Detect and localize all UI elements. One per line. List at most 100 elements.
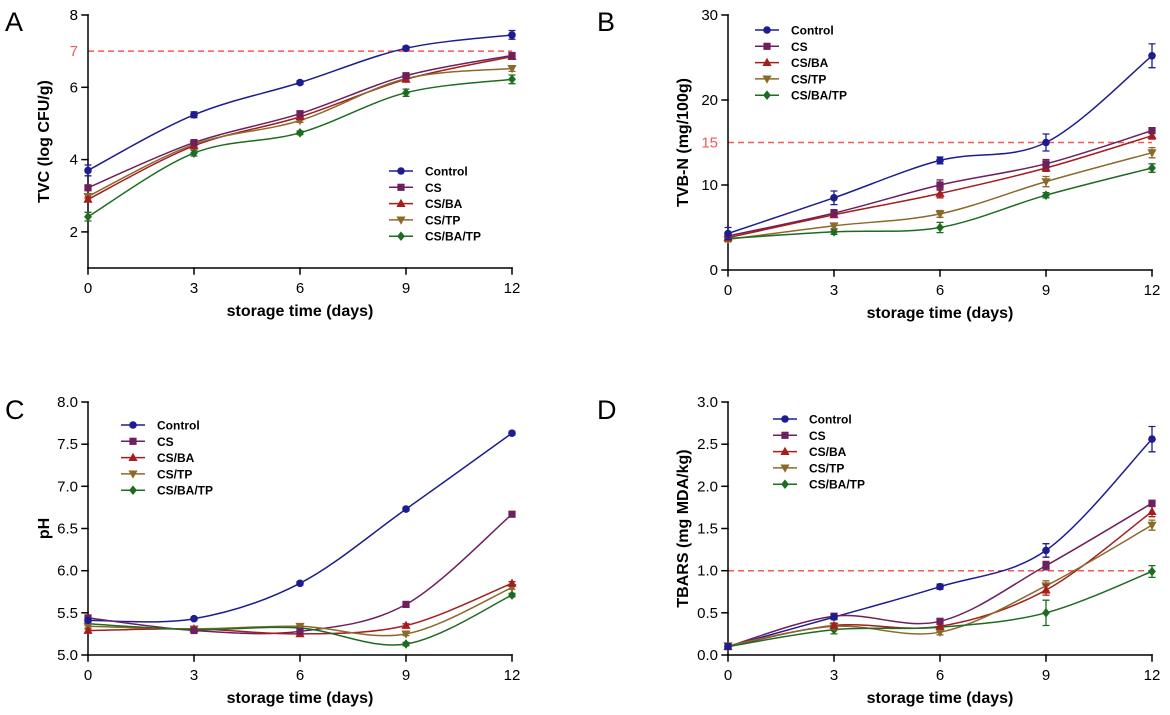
legend-label-d-control: Control	[809, 413, 852, 427]
legend-marker-c-control	[129, 421, 137, 429]
x-tick-label-b-1: 3	[830, 282, 838, 299]
data-point-c-cs-ba-3	[401, 620, 411, 629]
x-tick-label-c-1: 3	[190, 667, 198, 684]
data-point-a-cs-ba-tp-4	[508, 74, 516, 85]
x-tick-label-b-4: 12	[1144, 282, 1161, 299]
series-lines-a	[87, 34, 513, 218]
legend-item-c-cs: CS	[121, 435, 174, 449]
y-tick-label-a-1: 4	[70, 152, 78, 169]
data-point-d-control-1	[830, 613, 838, 621]
data-point-d-cs-tp-4	[1147, 521, 1157, 530]
series-lines-d	[727, 438, 1153, 648]
x-tick-label-b-0: 0	[724, 282, 732, 299]
data-point-c-control-1	[190, 614, 198, 623]
data-point-b-cs-1	[830, 209, 838, 217]
legend-label-a-cs-ba-tp: CS/BA/TP	[425, 230, 481, 244]
x-axis-title-a: storage time (days)	[227, 303, 374, 320]
legend-marker-d-cs-tp	[780, 464, 790, 473]
series-line-c-control	[87, 432, 513, 623]
data-point-d-cs-4	[1148, 499, 1156, 507]
legend-d: Control CS CS/BA CS/TP CS/BA/TP	[773, 413, 865, 492]
x-axis-title-c: storage time (days)	[227, 690, 374, 707]
x-tick-label-c-3: 9	[402, 667, 410, 684]
legend-b: Control CS CS/BA CS/TP CS/BA/TP	[755, 24, 847, 103]
threshold-label-b: 15	[701, 135, 718, 152]
legend-marker-c-cs-ba-tp	[129, 485, 137, 495]
legend-marker-b-cs-ba	[762, 57, 772, 66]
panel-letter-b: B	[597, 7, 615, 37]
data-point-b-cs-ba-tp-2	[936, 222, 944, 233]
y-tick-label-d-2: 1.0	[697, 563, 718, 580]
x-tick-label-d-0: 0	[724, 667, 732, 684]
data-point-c-cs-ba-4	[507, 578, 517, 587]
legend-item-b-control: Control	[755, 24, 834, 38]
data-point-b-control-1	[830, 194, 838, 202]
legend-marker-b-control	[763, 26, 771, 34]
data-point-c-cs-2	[296, 627, 304, 635]
data-point-c-control-2	[296, 579, 304, 588]
series-points-a-cs-ba-tp	[84, 74, 516, 222]
x-tick-label-a-3: 9	[402, 280, 410, 297]
data-point-a-cs-ba-tp-3	[402, 87, 410, 98]
legend-marker-b-cs-tp	[762, 75, 772, 84]
legend-marker-c-cs-ba	[128, 452, 138, 461]
series-points-a-cs	[84, 51, 516, 192]
data-point-d-cs-2	[936, 617, 944, 625]
data-point-a-cs-tp-4	[507, 65, 517, 74]
legend-marker-b-cs-ba-tp	[763, 90, 771, 100]
legend-label-c-cs-tp: CS/TP	[157, 467, 192, 481]
series-points-b-cs	[724, 127, 1156, 240]
legend-item-a-cs-tp: CS/TP	[389, 213, 460, 227]
panel-letter-d: D	[597, 395, 617, 425]
data-point-d-control-3	[1042, 546, 1050, 555]
legend-label-d-cs-ba: CS/BA	[809, 445, 847, 459]
data-point-d-control-2	[936, 582, 944, 591]
series-points-c-cs-ba-tp	[84, 590, 516, 649]
legend-item-d-cs-ba: CS/BA	[773, 445, 847, 459]
legend-label-c-control: Control	[157, 419, 200, 433]
legend-marker-a-control	[397, 167, 405, 175]
y-tick-label-d-4: 2.0	[697, 478, 718, 495]
data-point-b-cs-ba-2	[935, 188, 945, 197]
legend-label-c-cs-ba-tp: CS/BA/TP	[157, 484, 213, 498]
x-axis-title-b: storage time (days)	[867, 305, 1014, 322]
legend-c: Control CS CS/BA CS/TP CS/BA/TP	[121, 419, 213, 498]
x-tick-label-b-2: 6	[936, 282, 944, 299]
series-points-b-control	[724, 43, 1156, 241]
x-tick-label-d-4: 12	[1144, 667, 1161, 684]
y-axis-title-b: TVB-N (mg/100g)	[675, 78, 692, 207]
legend-marker-c-cs-tp	[128, 470, 138, 479]
series-line-c-cs	[87, 513, 513, 635]
legend-item-a-cs: CS	[389, 181, 442, 195]
data-point-b-cs-tp-1	[829, 222, 839, 231]
panel-letter-c: C	[5, 395, 25, 425]
data-point-b-cs-tp-3	[1041, 178, 1051, 187]
legend-item-a-cs-ba-tp: CS/BA/TP	[389, 230, 481, 244]
y-tick-label-d-5: 2.5	[697, 436, 718, 453]
data-point-b-cs-tp-2	[935, 210, 945, 219]
data-point-a-cs-1	[190, 139, 198, 147]
series-lines-c	[87, 432, 513, 646]
data-point-c-cs-4	[508, 510, 516, 518]
y-tick-label-c-3: 6.5	[57, 521, 78, 538]
legend-marker-d-cs-ba	[780, 446, 790, 455]
data-point-a-control-1	[190, 111, 198, 119]
y-tick-label-a-3: 8	[70, 7, 78, 24]
legend-item-a-cs-ba: CS/BA	[389, 197, 463, 211]
data-point-d-cs-ba-tp-4	[1148, 566, 1156, 577]
series-points-d-control	[724, 425, 1156, 651]
x-axis-title-d: storage time (days)	[867, 690, 1014, 707]
x-tick-label-a-0: 0	[84, 280, 92, 297]
legend-label-c-cs-ba: CS/BA	[157, 451, 195, 465]
data-point-a-cs-4	[508, 51, 516, 60]
x-tick-label-d-3: 9	[1042, 667, 1050, 684]
y-tick-label-c-4: 7.0	[57, 478, 78, 495]
legend-marker-a-cs	[397, 183, 405, 191]
legend-label-a-cs: CS	[425, 181, 442, 195]
series-points-d-cs-ba	[723, 505, 1157, 650]
data-point-b-cs-ba-4	[1147, 130, 1157, 140]
y-tick-label-d-6: 3.0	[697, 394, 718, 411]
legend-item-b-cs: CS	[755, 40, 808, 54]
x-tick-label-a-1: 3	[190, 280, 198, 297]
data-point-a-control-2	[296, 78, 304, 87]
